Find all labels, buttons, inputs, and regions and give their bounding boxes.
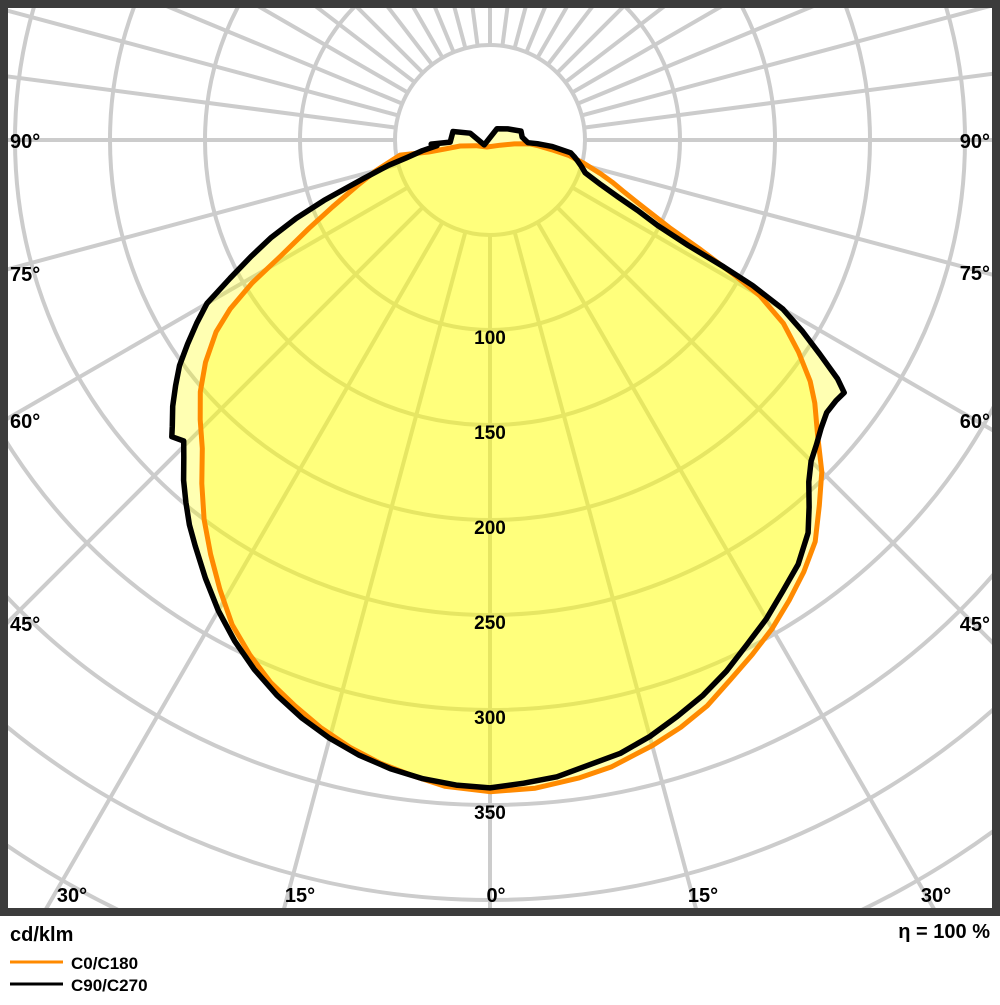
angle-label-left-45: 45° [10, 614, 40, 636]
angle-label-bottom-0: 0° [486, 885, 505, 907]
ring-label-350: 350 [474, 803, 506, 824]
angle-label-bottom-30L: 30° [57, 885, 87, 907]
angle-label-left-60: 60° [10, 411, 40, 433]
ring-label-300: 300 [474, 708, 506, 729]
angle-label-bottom-15L: 15° [285, 885, 315, 907]
ring-label-200: 200 [474, 518, 506, 539]
angle-label-right-60: 60° [960, 411, 990, 433]
angle-label-right-45: 45° [960, 614, 990, 636]
ring-label-250: 250 [474, 613, 506, 634]
legend-label-c0: C0/C180 [71, 954, 138, 973]
ring-label-150: 150 [474, 423, 506, 444]
units-label: cd/klm [10, 924, 73, 946]
angle-label-right-75: 75° [960, 263, 990, 285]
angle-label-right-90: 90° [960, 131, 990, 153]
angle-label-left-75: 75° [10, 264, 40, 286]
angle-label-left-90: 90° [10, 131, 40, 153]
efficiency-label: η = 100 % [898, 921, 990, 943]
angle-label-bottom-15R: 15° [688, 885, 718, 907]
angle-label-bottom-30R: 30° [921, 885, 951, 907]
ring-label-100: 100 [474, 328, 506, 349]
legend-label-c90: C90/C270 [71, 976, 148, 995]
